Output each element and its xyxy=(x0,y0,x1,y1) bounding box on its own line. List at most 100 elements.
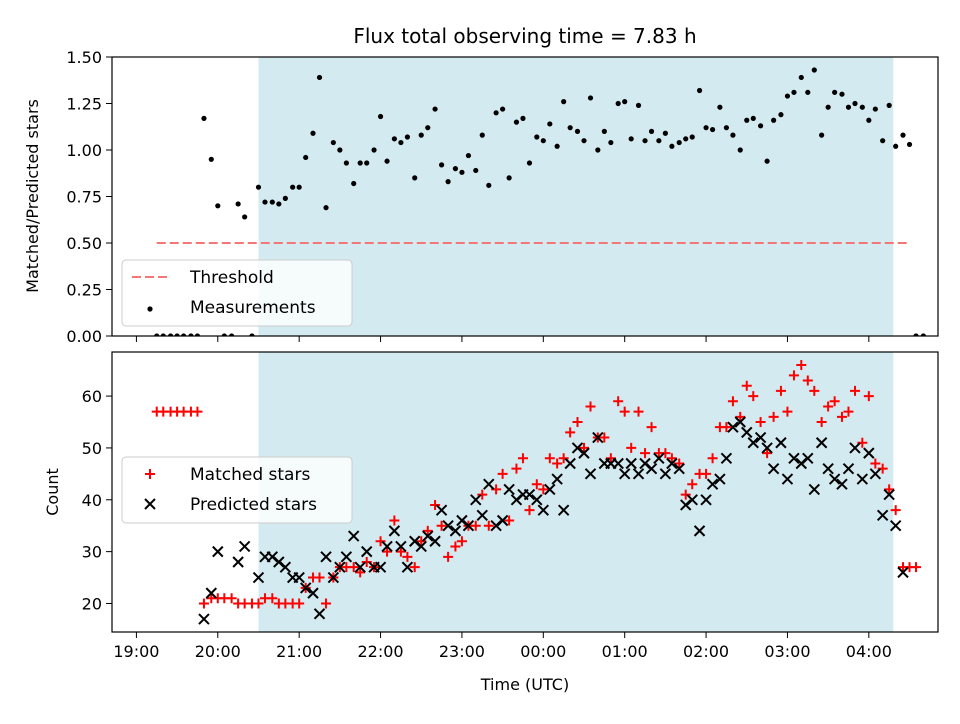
bottom-matched-stars-point xyxy=(782,406,793,417)
bottom-predicted-stars-point xyxy=(340,551,353,563)
top-measurements-point xyxy=(554,143,560,149)
bottom-matched-stars-point xyxy=(409,562,420,573)
bottom-predicted-stars-point xyxy=(686,494,698,506)
bottom-predicted-stars-point xyxy=(496,514,509,527)
bottom-matched-stars-point xyxy=(646,422,657,433)
top-measurements-point xyxy=(391,136,397,142)
bottom-matched-stars-point xyxy=(314,572,325,583)
x-tick-label: 19:00 xyxy=(113,642,159,661)
top-measurements-point xyxy=(825,104,831,110)
top-measurements-point xyxy=(819,132,825,138)
bottom-matched-stars-point xyxy=(870,458,881,469)
top-measurements-point xyxy=(737,147,743,153)
top-measurements-point xyxy=(351,180,357,187)
top-measurements-point xyxy=(648,128,655,134)
top-measurements-point xyxy=(486,182,492,188)
bottom-predicted-stars-point xyxy=(564,457,576,470)
top-observing-span xyxy=(258,57,894,336)
x-tick-label: 02:00 xyxy=(683,642,729,661)
bottom-matched-stars-point xyxy=(660,448,671,459)
top-measurements-point xyxy=(269,199,275,205)
x-tick-label: 04:00 xyxy=(846,642,892,661)
bottom-matched-stars-point xyxy=(735,411,746,422)
top-measurements-point xyxy=(445,179,451,185)
top-measurements-point xyxy=(526,160,533,166)
bottom-matched-stars-point xyxy=(253,598,264,609)
top-measurements-point xyxy=(404,134,411,140)
top-measurements-point xyxy=(262,199,268,205)
bottom-predicted-stars-point xyxy=(395,540,407,553)
bottom-predicted-stars-point xyxy=(612,457,624,470)
top-measurements-point xyxy=(805,89,811,95)
top-measurements-point xyxy=(561,99,567,105)
top-measurements-point xyxy=(235,201,241,207)
bottom-predicted-stars-point xyxy=(754,431,767,444)
bottom-predicted-stars-point xyxy=(212,545,224,558)
top-measurements-point xyxy=(866,117,872,123)
top-measurements-point xyxy=(337,147,343,153)
top-legend-box xyxy=(121,259,353,327)
top-measurements-point xyxy=(730,132,736,138)
top-measurements-point xyxy=(608,139,614,146)
top-measurements-point xyxy=(513,119,520,125)
top-measurements-point xyxy=(255,184,262,190)
bottom-matched-stars-point xyxy=(531,479,542,490)
top-measurements-point xyxy=(567,125,573,131)
top-measurements-point xyxy=(371,147,377,153)
bottom-matched-stars-point xyxy=(477,489,488,500)
top-measurements-point xyxy=(506,175,512,181)
bottom-matched-stars-point xyxy=(775,385,786,396)
bottom-predicted-stars-point xyxy=(503,483,515,496)
top-measurements-point xyxy=(764,158,770,164)
bottom-matched-stars-series xyxy=(151,359,922,609)
bottom-matched-stars-point xyxy=(613,396,624,407)
bottom-y-tick-label: 40 xyxy=(82,491,102,510)
bottom-predicted-stars-point xyxy=(741,426,753,439)
top-y-tick-label: 0.25 xyxy=(66,281,102,300)
bottom-matched-stars-point xyxy=(538,484,549,495)
top-measurements-point xyxy=(296,184,302,190)
bottom-matched-stars-point xyxy=(544,453,555,464)
bottom-predicted-stars-point xyxy=(388,525,401,537)
top-measurements-point xyxy=(412,175,418,181)
top-measurements-point xyxy=(595,147,601,153)
bottom-predicted-stars-point xyxy=(856,473,869,485)
x-tick-label: 21:00 xyxy=(276,642,322,661)
top-measurements-point xyxy=(534,134,540,140)
bottom-predicted-stars-point xyxy=(462,519,475,532)
top-measurements-point xyxy=(886,102,892,108)
bottom-predicted-stars-point xyxy=(828,473,841,485)
top-measurements-point xyxy=(398,139,404,146)
top-measurements-point xyxy=(343,160,349,166)
bottom-matched-stars-point xyxy=(504,515,515,526)
top-measurements-point xyxy=(832,89,838,95)
x-tick-label: 01:00 xyxy=(602,642,648,661)
top-measurements-point xyxy=(276,201,282,207)
bottom-predicted-stars-point xyxy=(252,571,265,584)
legend-matched-stars-label: Matched stars xyxy=(190,465,310,485)
top-measurements-point xyxy=(581,138,587,144)
bottom-y-tick-label: 50 xyxy=(82,439,102,458)
bottom-matched-stars-point xyxy=(382,546,393,557)
bottom-matched-stars-point xyxy=(585,401,596,412)
bottom-matched-stars-point xyxy=(748,391,759,402)
top-measurements-point xyxy=(520,115,526,121)
top-measurements-point xyxy=(493,110,499,116)
bottom-matched-stars-point xyxy=(443,551,454,562)
bottom-predicted-stars-point xyxy=(625,457,637,470)
top-measurements-point xyxy=(920,333,926,336)
bottom-matched-stars-point xyxy=(884,484,895,495)
x-tick-label: 23:00 xyxy=(439,642,485,661)
top-measurements-point xyxy=(880,138,886,144)
bottom-predicted-stars-point xyxy=(747,437,759,449)
top-measurements-point xyxy=(473,167,479,174)
bottom-matched-stars-point xyxy=(267,593,278,604)
top-measurements-point xyxy=(181,333,187,336)
bottom-axes-frame xyxy=(111,351,939,633)
bottom-predicted-stars-point xyxy=(673,462,685,475)
bottom-matched-stars-point xyxy=(579,442,589,453)
top-measurements-point xyxy=(642,138,648,144)
bottom-matched-stars-point xyxy=(355,567,366,578)
top-measurements-point xyxy=(872,106,878,112)
bottom-matched-stars-point xyxy=(395,546,406,557)
